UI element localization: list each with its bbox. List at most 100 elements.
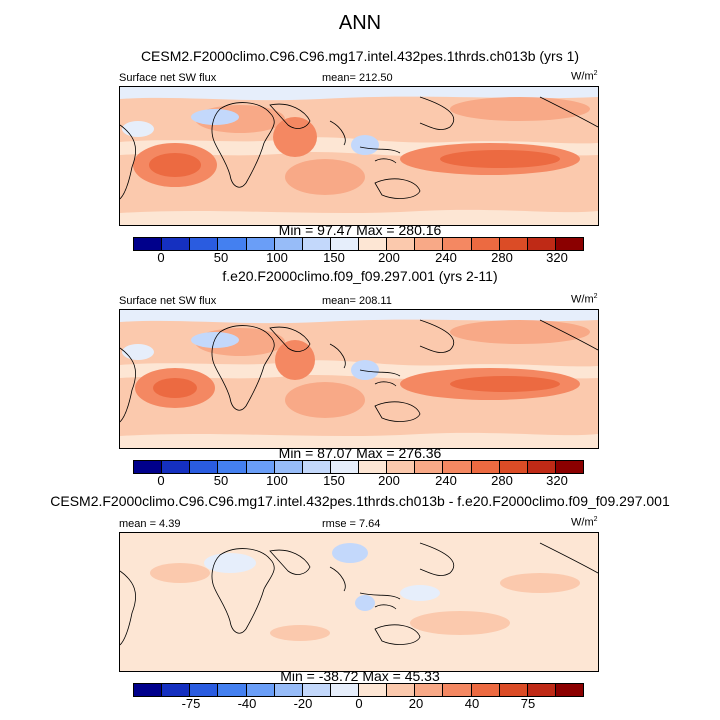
colorbar-swatch [301,238,330,250]
panel2-warm-pacific-core [450,376,560,392]
panel3-tick: 0 [355,696,363,711]
colorbar-swatch [470,461,499,473]
colorbar-swatch [386,238,415,250]
panel2-variable-label: Surface net SW flux [119,295,217,307]
colorbar-swatch [245,238,274,250]
panel2-colorbar [133,460,584,474]
colorbar-swatch [498,238,527,250]
panel3-tick: -20 [293,696,313,711]
panel2-tick: 320 [546,473,568,488]
panel3-map-svg [120,533,598,671]
panel1-map [119,86,599,226]
panel3-colorbar-ticks: -75 -40 -20 0 20 40 75 [0,696,720,714]
panel3-cool-patch [204,553,256,573]
panel2-cool-maritime [351,360,379,380]
panel3-tick: -75 [181,696,201,711]
panel2-case-title: f.e20.F2000climo.f09_f09.297.001 (yrs 2-… [222,268,498,284]
colorbar-swatch [161,684,190,696]
panel1-warm-indian [285,159,365,195]
colorbar-swatch [498,461,527,473]
figure-title: ANN [338,12,382,34]
panel2-mean-label: mean= 208.11 [322,295,392,307]
panel1-tick: 0 [157,250,165,265]
panel2-warm-indian [285,382,365,418]
panel1-tick: 240 [435,250,457,265]
colorbar-swatch [161,238,190,250]
panel2-tick: 100 [266,473,288,488]
colorbar-swatch [442,461,471,473]
colorbar-swatch [358,461,387,473]
panel1-colorbar-ticks: 0 50 100 150 200 240 280 320 [0,250,720,268]
colorbar-swatch [470,684,499,696]
colorbar-swatch [329,684,358,696]
panel3-warm-patch [500,573,580,593]
panel1-case-title: CESM2.F2000climo.C96.C96.mg17.intel.432p… [140,48,580,64]
colorbar-swatch [273,461,302,473]
colorbar-swatch [414,461,443,473]
colorbar-swatch [245,461,274,473]
panel3-colorbar [133,683,584,697]
panel1-coastlines [120,96,598,200]
panel1-north-band [120,87,598,101]
colorbar-swatch [245,684,274,696]
panel2-coastlines [120,319,598,423]
panel2-tick: 0 [157,473,165,488]
panel2-map-svg [120,310,598,448]
colorbar-swatch [189,461,218,473]
panel3-map [119,532,599,672]
colorbar-swatch [526,684,555,696]
panel3-units-label: W/m2 [571,516,598,529]
colorbar-swatch [217,461,246,473]
colorbar-swatch [134,238,162,250]
panel3-minmax: Min = -38.72 Max = 45.33 [280,668,440,684]
colorbar-swatch [329,238,358,250]
panel1-tick: 200 [378,250,400,265]
panel1-cool-amazon [122,121,154,137]
colorbar-swatch [442,238,471,250]
panel1-warm-arabia [273,117,317,157]
panel1-warm-atlantic-core [149,153,201,177]
panel3-mean-label: mean = 4.39 [119,518,181,530]
panel2-north-band [120,310,598,324]
panel2-cool-amazon [122,344,154,360]
colorbar-swatch [526,238,555,250]
colorbar-swatch [386,684,415,696]
panel1-tick: 280 [491,250,513,265]
panel2-tick: 280 [491,473,513,488]
colorbar-swatch [470,238,499,250]
panel3-tick: 75 [520,696,536,711]
colorbar-swatch [134,461,162,473]
panel1-tick: 50 [213,250,229,265]
colorbar-swatch [217,684,246,696]
colorbar-swatch [526,461,555,473]
panel1-south-band [120,209,598,225]
colorbar-swatch [134,684,162,696]
panel2-warm-atlantic-core [153,378,197,398]
colorbar-swatch [554,684,583,696]
colorbar-swatch [358,684,387,696]
panel1-units-label: W/m2 [571,70,598,83]
panel3-warm-patch [270,625,330,641]
colorbar-swatch [442,684,471,696]
colorbar-swatch [273,684,302,696]
panel2-units-label: W/m2 [571,293,598,306]
panel3-warm-patch [410,611,510,635]
colorbar-swatch [554,238,583,250]
colorbar-swatch [498,684,527,696]
panel3-coastlines [120,542,598,646]
panel3-case-title: CESM2.F2000climo.C96.C96.mg17.intel.432p… [50,493,670,509]
panel2-minmax: Min = 87.07 Max = 276.36 [278,445,442,461]
panel1-warm-pacific-core [440,150,560,168]
panel2-warm-npacific [450,320,590,344]
panel1-cool-maritime [351,135,379,155]
panel2-tick: 150 [323,473,345,488]
colorbar-swatch [189,684,218,696]
panel1-tick: 320 [546,250,568,265]
colorbar-swatch [386,461,415,473]
colorbar-swatch [189,238,218,250]
panel1-tick: 150 [323,250,345,265]
panel2-map [119,309,599,449]
panel2-colorbar-ticks: 0 50 100 150 200 240 280 320 [0,473,720,491]
panel1-warm-npacific [450,97,590,121]
panel1-colorbar [133,237,584,251]
